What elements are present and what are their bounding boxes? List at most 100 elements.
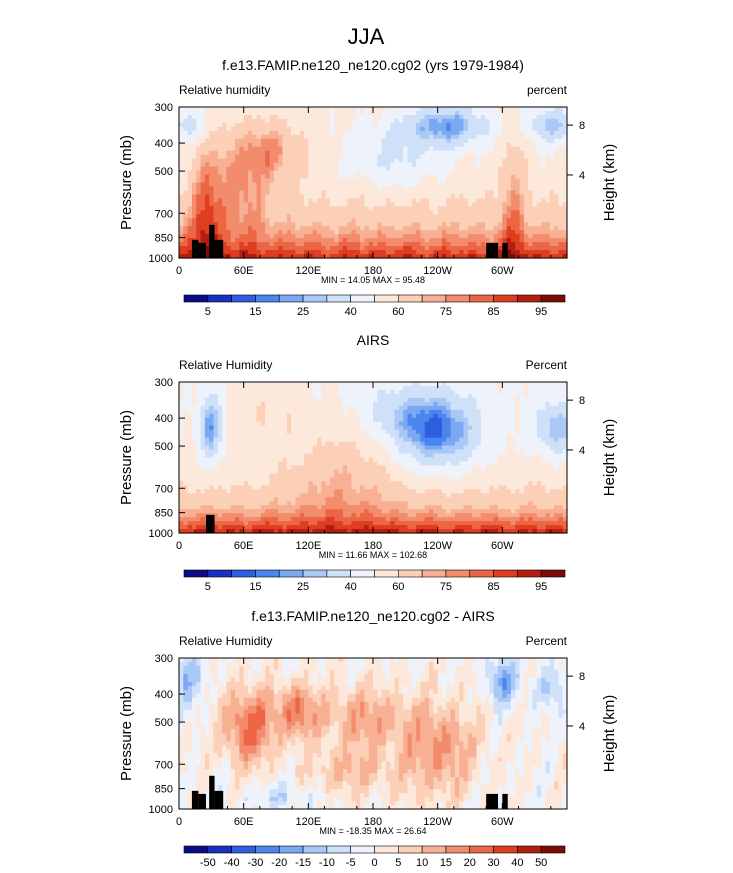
heatmap-cell	[450, 250, 456, 255]
heatmap-cell	[260, 254, 266, 259]
heatmap-cell	[338, 118, 344, 124]
heatmap-cell	[316, 477, 322, 482]
heatmap-cell	[291, 146, 296, 152]
heatmap-cell	[200, 202, 206, 207]
heatmap-cell	[187, 234, 193, 239]
heatmap-cell	[183, 401, 189, 407]
heatmap-cell	[191, 509, 197, 514]
heatmap-cell	[269, 413, 275, 419]
heatmap-cell	[260, 425, 266, 431]
heatmap-cell	[562, 186, 568, 192]
heatmap-cell	[510, 226, 516, 231]
heatmap-cell	[213, 186, 219, 192]
heatmap-cell	[256, 513, 262, 518]
heatmap-cell	[252, 254, 258, 259]
heatmap-cell	[217, 182, 223, 188]
heatmap-cell	[256, 134, 262, 140]
heatmap-cell	[265, 146, 271, 152]
heatmap-cell	[217, 417, 223, 423]
heatmap-cell	[204, 505, 210, 510]
heatmap-cell	[230, 493, 236, 498]
heatmap-cell	[502, 162, 508, 168]
heatmap-cell	[299, 174, 305, 180]
heatmap-cell	[191, 497, 197, 502]
heatmap-cell	[286, 525, 292, 530]
heatmap-cell	[252, 182, 258, 188]
heatmap-cell	[230, 385, 236, 391]
heatmap-cell	[325, 222, 331, 227]
heatmap-cell	[316, 401, 322, 407]
heatmap-cell	[239, 134, 245, 140]
heatmap-cell	[291, 178, 296, 184]
heatmap-cell	[329, 525, 335, 530]
heatmap-cell	[454, 230, 460, 235]
heatmap-cell	[235, 389, 240, 395]
heatmap-cell	[256, 445, 262, 451]
heatmap-cell	[373, 246, 378, 251]
colorbar-segment	[255, 294, 280, 303]
heatmap-cell	[510, 130, 516, 136]
heatmap-cell	[308, 397, 314, 403]
heatmap-cell	[338, 513, 344, 518]
heatmap-cell	[316, 461, 322, 467]
heatmap-cell	[554, 142, 559, 148]
heatmap-cell	[338, 202, 344, 207]
heatmap-cell	[191, 382, 197, 387]
heatmap-cell	[472, 234, 478, 239]
heatmap-cell	[536, 150, 542, 156]
heatmap-cell	[364, 154, 370, 160]
heatmap-cell	[282, 453, 288, 459]
heatmap-cell	[179, 118, 184, 124]
heatmap-cell	[247, 517, 253, 522]
heatmap-cell	[282, 477, 288, 482]
heatmap-cell	[286, 401, 292, 407]
heatmap-cell	[355, 142, 361, 148]
heatmap-cell	[407, 174, 413, 180]
heatmap-cell	[329, 142, 335, 148]
heatmap-cell	[200, 481, 206, 486]
heatmap-cell	[498, 107, 503, 112]
heatmap-cell	[463, 246, 469, 251]
heatmap-cell	[282, 250, 288, 255]
heatmap-cell	[338, 150, 344, 156]
heatmap-cell	[498, 170, 503, 176]
heatmap-cell	[364, 142, 370, 148]
heatmap-cell	[269, 166, 275, 172]
heatmap-cell	[377, 222, 383, 227]
heatmap-cell	[256, 222, 262, 227]
heatmap-cell	[247, 413, 253, 419]
heatmap-cell	[209, 505, 215, 510]
heatmap-cell	[510, 107, 516, 112]
heatmap-cell	[209, 465, 215, 471]
heatmap-cell	[554, 166, 559, 172]
heatmap-cell	[381, 242, 387, 247]
heatmap-cell	[278, 190, 284, 196]
heatmap-cell	[554, 214, 559, 219]
heatmap-cell	[334, 401, 340, 407]
heatmap-cell	[549, 230, 555, 235]
heatmap-cell	[390, 190, 396, 196]
heatmap-cell	[204, 222, 210, 227]
heatmap-cell	[446, 198, 452, 203]
heatmap-cell	[191, 465, 197, 471]
heatmap-cell	[467, 214, 473, 219]
heatmap-cell	[291, 397, 296, 403]
heatmap-cell	[394, 210, 400, 215]
heatmap-cell	[308, 238, 314, 243]
heatmap-cell	[554, 122, 559, 128]
heatmap-cell	[196, 401, 202, 407]
heatmap-cell	[226, 465, 232, 471]
heatmap-cell	[334, 146, 340, 152]
heatmap-cell	[299, 146, 305, 152]
heatmap-cell	[502, 126, 508, 132]
heatmap-cell	[472, 226, 478, 231]
heatmap-cell	[329, 417, 335, 423]
heatmap-cell	[532, 170, 538, 176]
heatmap-cell	[493, 226, 499, 231]
heatmap-cell	[454, 170, 460, 176]
heatmap-cell	[191, 413, 197, 419]
heatmap-cell	[217, 521, 223, 526]
heatmap-cell	[385, 246, 391, 251]
heatmap-cell	[373, 166, 378, 172]
heatmap-cell	[200, 118, 206, 124]
